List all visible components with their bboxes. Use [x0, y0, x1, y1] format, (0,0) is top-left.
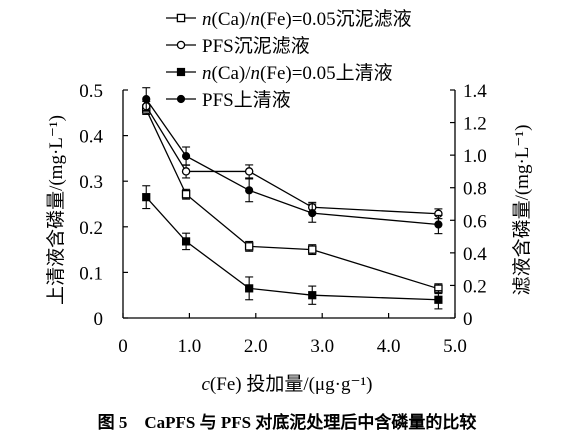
x-tick-label: 4.0 [377, 336, 401, 357]
open-square-marker [307, 245, 317, 254]
filled-square-marker [181, 237, 191, 246]
series-3 [142, 185, 443, 310]
open-circle-marker [244, 167, 254, 176]
filled-square-marker [176, 67, 186, 77]
legend-entry-2: PFS沉泥滤液 [166, 35, 310, 57]
filled-square-marker [434, 295, 443, 304]
y-right-tick-label: 1.0 [463, 146, 487, 167]
x-tick-label: 0 [118, 336, 128, 357]
open-square-marker [176, 13, 186, 23]
open-square-marker [181, 189, 191, 199]
y-left-tick-label: 0.3 [79, 172, 103, 193]
filled-circle-marker [142, 95, 151, 104]
x-tick-label: 3.0 [310, 336, 334, 357]
x-tick-label: 2.0 [244, 336, 268, 357]
y-axis-left-label: 上清液含磷量/(mg·L⁻¹) [45, 115, 67, 305]
legend: n(Ca)/n(Fe)=0.05沉泥滤液 PFS沉泥滤液 n(Ca)/n(Fe)=0… [166, 8, 412, 111]
y-right-tick-label: 0.8 [463, 179, 487, 200]
series-layer [141, 87, 443, 310]
axis-ticks: 0 1.0 2.0 3.0 4.0 5.0 0 0.1 0.2 0.3 0.4 0.5 0 0.2 0.4 0… [79, 81, 487, 357]
y-left-tick-label: 0.5 [79, 81, 103, 102]
y-right-tick-label: 1.4 [463, 81, 487, 102]
legend-entry-3: n(Ca)/n(Fe)=0.05上清液 [166, 62, 393, 84]
x-axis-label: c(Fe) 投加量/(μg·g⁻¹) [201, 373, 372, 395]
legend-label: n(Ca)/n(Fe)=0.05沉泥滤液 [202, 8, 412, 30]
open-circle-marker [176, 40, 186, 50]
figure-caption: 图 5 CaPFS 与 PFS 对底泥处理后中含磷量的比较 [98, 412, 477, 432]
filled-square-marker [308, 291, 317, 300]
legend-label: PFS沉泥滤液 [202, 35, 310, 57]
filled-square-marker [245, 284, 254, 293]
filled-circle-marker [308, 209, 317, 218]
filled-circle-marker [245, 186, 254, 195]
y-right-tick-label: 0.4 [463, 244, 487, 265]
legend-label: n(Ca)/n(Fe)=0.05上清液 [202, 62, 393, 84]
y-left-tick-label: 0.1 [79, 263, 103, 284]
y-right-tick-label: 0.2 [463, 276, 487, 297]
y-right-tick-label: 1.2 [463, 114, 487, 135]
y-left-tick-label: 0.2 [79, 218, 103, 239]
open-square-marker [244, 242, 254, 251]
open-circle-marker [181, 167, 191, 176]
series-line [145, 98, 439, 226]
series-1 [141, 104, 443, 295]
y-left-tick-label: 0.4 [79, 127, 103, 148]
series-4 [142, 87, 443, 235]
y-axis-right-label: 滤液含磷量/(mg·L⁻¹) [511, 125, 533, 296]
filled-square-marker [142, 193, 151, 202]
x-tick-label: 5.0 [443, 336, 467, 357]
y-right-tick-label: 0.6 [463, 211, 487, 232]
legend-entry-4: PFS上清液 [166, 89, 291, 111]
legend-label: PFS上清液 [202, 89, 291, 111]
y-left-tick-label: 0 [94, 309, 104, 330]
y-right-tick-label: 0 [463, 309, 473, 330]
legend-entry-1: n(Ca)/n(Fe)=0.05沉泥滤液 [166, 8, 412, 30]
filled-circle-marker [181, 152, 191, 161]
filled-circle-marker [176, 94, 186, 104]
filled-circle-marker [434, 220, 443, 229]
x-tick-label: 1.0 [178, 336, 202, 357]
plot-frame [122, 90, 456, 319]
